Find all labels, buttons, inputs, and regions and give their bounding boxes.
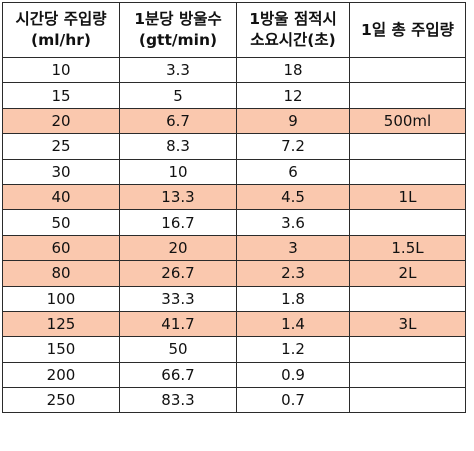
cell-hourly-volume: 250 <box>2 387 120 414</box>
cell-drops-per-minute: 50 <box>119 336 237 363</box>
cell-seconds-per-drop: 1.4 <box>236 310 350 338</box>
header-daily-total-line1: 1일 총 주입량 <box>361 20 454 39</box>
table-row: 15 5 12 <box>2 82 466 109</box>
cell-seconds-per-drop: 9 <box>236 107 350 135</box>
cell-drops-per-minute: 8.3 <box>119 133 237 160</box>
cell-hourly-volume: 25 <box>2 133 120 160</box>
header-daily-total: 1일 총 주입량 <box>349 2 466 58</box>
table-body: 10 3.3 18 15 5 12 20 6.7 9 500ml 25 8.3 7.2 30 10 6 40 13… <box>2 56 466 414</box>
cell-seconds-per-drop: 12 <box>236 82 350 109</box>
cell-drops-per-minute: 3.3 <box>119 56 237 84</box>
cell-daily-total <box>349 158 466 185</box>
cell-daily-total: 1L <box>349 183 466 211</box>
cell-hourly-volume: 100 <box>2 285 120 312</box>
cell-drops-per-minute: 83.3 <box>119 387 237 414</box>
cell-hourly-volume: 125 <box>2 310 120 338</box>
cell-daily-total <box>349 209 466 236</box>
cell-daily-total: 1.5L <box>349 234 466 262</box>
header-hourly-volume: 시간당 주입량 (ml/hr) <box>2 2 120 58</box>
table-header-row: 시간당 주입량 (ml/hr) 1분당 방울수 (gtt/min) 1방울 점적… <box>2 2 466 58</box>
cell-hourly-volume: 15 <box>2 82 120 109</box>
cell-daily-total <box>349 285 466 312</box>
cell-hourly-volume: 200 <box>2 361 120 389</box>
cell-drops-per-minute: 26.7 <box>119 260 237 287</box>
cell-daily-total <box>349 387 466 414</box>
cell-daily-total: 500ml <box>349 107 466 135</box>
cell-seconds-per-drop: 1.2 <box>236 336 350 363</box>
cell-seconds-per-drop: 3 <box>236 234 350 262</box>
cell-daily-total: 2L <box>349 260 466 287</box>
cell-seconds-per-drop: 7.2 <box>236 133 350 160</box>
table-row: 25 8.3 7.2 <box>2 133 466 160</box>
header-drops-per-minute-line1: 1분당 방울수 <box>134 10 222 28</box>
cell-daily-total <box>349 82 466 109</box>
cell-drops-per-minute: 6.7 <box>119 107 237 135</box>
table-row: 30 10 6 <box>2 158 466 185</box>
cell-hourly-volume: 60 <box>2 234 120 262</box>
cell-seconds-per-drop: 2.3 <box>236 260 350 287</box>
header-drops-per-minute-line2: (gtt/min) <box>138 31 218 49</box>
cell-seconds-per-drop: 0.7 <box>236 387 350 414</box>
table-row: 50 16.7 3.6 <box>2 209 466 236</box>
cell-seconds-per-drop: 6 <box>236 158 350 185</box>
cell-drops-per-minute: 10 <box>119 158 237 185</box>
table-row: 10 3.3 18 <box>2 56 466 84</box>
cell-drops-per-minute: 41.7 <box>119 310 237 338</box>
table-row: 200 66.7 0.9 <box>2 361 466 389</box>
cell-daily-total <box>349 133 466 160</box>
header-hourly-volume-line1: 시간당 주입량 <box>15 10 107 28</box>
header-hourly-volume-line2: (ml/hr) <box>31 31 91 49</box>
cell-drops-per-minute: 20 <box>119 234 237 262</box>
header-seconds-per-drop-line2: 소요시간(초) <box>250 31 336 49</box>
cell-drops-per-minute: 16.7 <box>119 209 237 236</box>
cell-drops-per-minute: 33.3 <box>119 285 237 312</box>
cell-daily-total <box>349 336 466 363</box>
table-row: 150 50 1.2 <box>2 336 466 363</box>
header-seconds-per-drop: 1방울 점적시 소요시간(초) <box>236 2 350 58</box>
cell-seconds-per-drop: 0.9 <box>236 361 350 389</box>
header-drops-per-minute: 1분당 방울수 (gtt/min) <box>119 2 237 58</box>
header-seconds-per-drop-line1: 1방울 점적시 <box>249 10 337 28</box>
cell-drops-per-minute: 66.7 <box>119 361 237 389</box>
table-row: 40 13.3 4.5 1L <box>2 183 466 211</box>
table-container: 시간당 주입량 (ml/hr) 1분당 방울수 (gtt/min) 1방울 점적… <box>2 2 466 414</box>
cell-daily-total: 3L <box>349 310 466 338</box>
cell-hourly-volume: 50 <box>2 209 120 236</box>
table-row: 100 33.3 1.8 <box>2 285 466 312</box>
cell-hourly-volume: 80 <box>2 260 120 287</box>
table-row: 20 6.7 9 500ml <box>2 107 466 135</box>
cell-hourly-volume: 40 <box>2 183 120 211</box>
cell-seconds-per-drop: 3.6 <box>236 209 350 236</box>
table-row: 60 20 3 1.5L <box>2 234 466 262</box>
cell-hourly-volume: 20 <box>2 107 120 135</box>
table-row: 250 83.3 0.7 <box>2 387 466 414</box>
cell-drops-per-minute: 5 <box>119 82 237 109</box>
cell-daily-total <box>349 56 466 84</box>
table-row: 80 26.7 2.3 2L <box>2 260 466 287</box>
cell-hourly-volume: 150 <box>2 336 120 363</box>
cell-hourly-volume: 30 <box>2 158 120 185</box>
cell-drops-per-minute: 13.3 <box>119 183 237 211</box>
table-row: 125 41.7 1.4 3L <box>2 310 466 338</box>
cell-seconds-per-drop: 18 <box>236 56 350 84</box>
iv-infusion-rate-table: 시간당 주입량 (ml/hr) 1분당 방울수 (gtt/min) 1방울 점적… <box>2 2 466 414</box>
cell-seconds-per-drop: 1.8 <box>236 285 350 312</box>
cell-seconds-per-drop: 4.5 <box>236 183 350 211</box>
cell-hourly-volume: 10 <box>2 56 120 84</box>
cell-daily-total <box>349 361 466 389</box>
